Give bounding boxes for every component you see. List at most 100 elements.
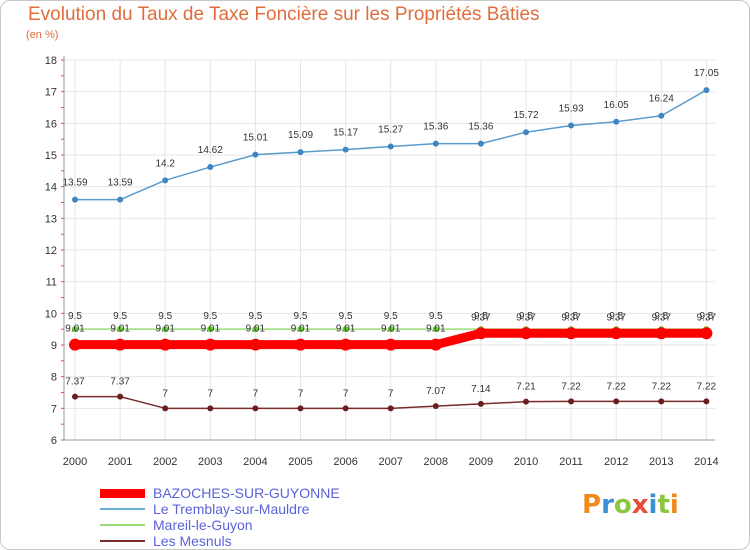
chart-title: Evolution du Taux de Taxe Foncière sur l… xyxy=(28,4,540,25)
data-label: 9.5 xyxy=(113,311,127,322)
data-label: 9.5 xyxy=(429,311,443,322)
data-label: 7.22 xyxy=(561,381,581,392)
data-label: 9.01 xyxy=(336,324,356,335)
data-label: 7.22 xyxy=(697,381,717,392)
data-label: 15.36 xyxy=(423,122,448,133)
data-label: 9.5 xyxy=(519,311,533,322)
legend-item: Le Tremblay-sur-Mauldre xyxy=(100,501,340,517)
legend-label: BAZOCHES-SUR-GUYONNE xyxy=(153,485,340,501)
data-label: 9.01 xyxy=(155,324,175,335)
data-point xyxy=(116,325,124,334)
data-point xyxy=(249,338,262,351)
legend-swatch xyxy=(100,508,145,510)
y-tick-label: 16 xyxy=(45,118,57,130)
data-label: 9.01 xyxy=(381,324,401,335)
data-label: 9.37 xyxy=(561,312,581,323)
data-label: 7 xyxy=(343,388,349,399)
data-point xyxy=(386,325,395,334)
x-tick-label: 2004 xyxy=(243,456,267,468)
y-tick-label: 6 xyxy=(51,435,57,447)
legend-swatch xyxy=(100,488,145,498)
data-point xyxy=(474,327,487,340)
data-point xyxy=(296,325,305,334)
data-label: 9.01 xyxy=(291,324,311,335)
data-label: 7.22 xyxy=(606,381,626,392)
x-tick-label: 2010 xyxy=(514,456,538,468)
data-label: 9.5 xyxy=(294,311,308,322)
legend-item: Les Mesnuls xyxy=(100,533,340,549)
data-point xyxy=(297,149,304,156)
data-point xyxy=(613,118,620,125)
data-point xyxy=(297,405,304,412)
data-point xyxy=(520,327,532,340)
data-label: 9.5 xyxy=(339,311,353,322)
data-point xyxy=(162,177,169,184)
data-label: 17.05 xyxy=(694,68,719,79)
y-axis-unit: (en %) xyxy=(26,29,59,41)
data-label: 7.14 xyxy=(471,384,491,395)
data-label: 7.07 xyxy=(426,386,446,397)
x-tick-label: 2005 xyxy=(288,456,312,468)
data-label: 9.5 xyxy=(564,311,578,322)
data-label: 7 xyxy=(253,388,259,399)
data-label: 9.37 xyxy=(516,312,536,323)
x-tick-label: 2009 xyxy=(469,456,493,468)
data-label: 15.72 xyxy=(513,110,538,121)
data-point xyxy=(159,338,172,351)
data-point xyxy=(477,400,484,407)
y-tick-label: 8 xyxy=(51,372,57,384)
data-label: 7.22 xyxy=(652,381,672,392)
data-point xyxy=(703,398,710,405)
data-label: 15.17 xyxy=(333,128,358,139)
data-point xyxy=(700,327,713,340)
x-tick-label: 2012 xyxy=(604,456,628,468)
legend-label: Les Mesnuls xyxy=(153,533,232,549)
data-point xyxy=(206,325,215,334)
data-label: 15.36 xyxy=(468,122,493,133)
legend-swatch xyxy=(100,524,145,526)
data-point xyxy=(342,146,349,153)
data-label: 9.5 xyxy=(654,311,668,322)
y-tick-label: 18 xyxy=(45,55,57,67)
data-point xyxy=(613,398,620,405)
data-label: 9.5 xyxy=(203,311,217,322)
data-label: 15.93 xyxy=(559,104,584,115)
data-point xyxy=(429,338,442,351)
y-tick-label: 9 xyxy=(51,340,57,352)
data-label: 9.37 xyxy=(471,312,491,323)
data-point xyxy=(207,405,214,412)
x-tick-label: 2013 xyxy=(649,456,673,468)
legend-item: Mareil-le-Guyon xyxy=(100,517,340,533)
data-point xyxy=(117,196,124,203)
data-point xyxy=(477,140,484,147)
data-point xyxy=(568,398,575,405)
data-point xyxy=(387,405,394,412)
data-point xyxy=(523,129,529,136)
data-point xyxy=(658,398,665,405)
data-point xyxy=(342,405,349,412)
data-label: 9.5 xyxy=(384,311,398,322)
y-tick-label: 7 xyxy=(51,403,57,415)
data-point xyxy=(565,327,578,340)
data-point xyxy=(523,398,529,405)
data-label: 15.27 xyxy=(378,124,403,135)
data-point xyxy=(339,338,352,351)
x-tick-label: 2008 xyxy=(424,456,448,468)
data-label: 9.37 xyxy=(606,312,626,323)
data-point xyxy=(432,403,439,410)
data-point xyxy=(252,151,259,158)
data-label: 13.59 xyxy=(108,178,133,189)
data-label: 9.5 xyxy=(609,311,623,322)
data-label: 9.37 xyxy=(697,312,717,323)
data-label: 9.5 xyxy=(248,311,262,322)
data-label: 9.5 xyxy=(68,311,82,322)
data-label: 9.01 xyxy=(246,324,266,335)
data-label: 7.21 xyxy=(516,382,536,393)
data-point xyxy=(251,325,260,334)
data-label: 15.09 xyxy=(288,130,313,141)
y-tick-label: 15 xyxy=(45,150,57,162)
data-label: 7 xyxy=(208,388,214,399)
x-tick-label: 2014 xyxy=(694,456,718,468)
data-label: 9.37 xyxy=(652,312,672,323)
